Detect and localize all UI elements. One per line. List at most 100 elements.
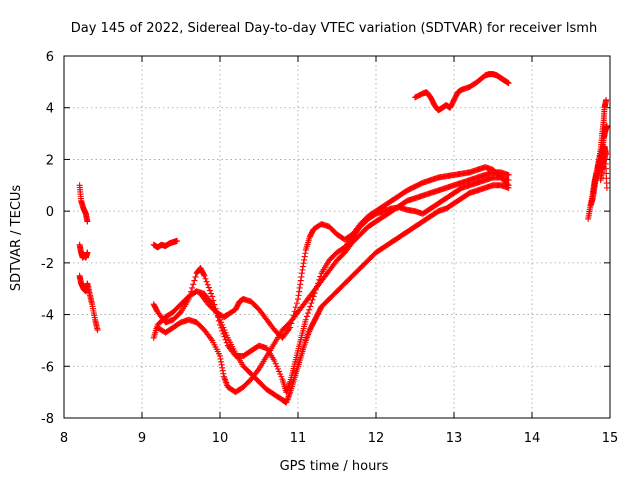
- x-tick-label: 13: [446, 431, 463, 446]
- series-arc-c: [76, 272, 101, 334]
- x-tick-label: 10: [212, 431, 229, 446]
- plot-frame: [63, 55, 611, 419]
- data-point: [210, 297, 217, 304]
- x-tick-labels: 8 9 10 11 12 13 14 15: [60, 431, 618, 446]
- data-point: [209, 293, 216, 300]
- data-point: [603, 96, 610, 103]
- data-point: [302, 316, 309, 323]
- data-point: [302, 250, 309, 257]
- data-point: [287, 324, 294, 331]
- y-tick-label: 2: [46, 153, 54, 168]
- data-point: [186, 292, 193, 299]
- x-tick-label: 9: [138, 431, 146, 446]
- data-point: [220, 370, 227, 377]
- data-point: [217, 355, 224, 362]
- data-point: [505, 80, 512, 87]
- data-point: [288, 320, 295, 327]
- data-point: [201, 272, 208, 279]
- data-point: [305, 310, 312, 317]
- data-point: [293, 300, 300, 307]
- data-point: [308, 300, 315, 307]
- data-point: [603, 184, 610, 191]
- x-tick-label: 12: [368, 431, 385, 446]
- series-arc-b: [76, 241, 91, 261]
- data-point: [221, 333, 228, 340]
- data-point: [217, 352, 223, 359]
- data-series: [76, 71, 610, 406]
- data-point: [277, 371, 284, 378]
- data-point: [301, 253, 308, 260]
- data-point: [204, 281, 211, 288]
- data-point: [276, 368, 283, 375]
- data-point: [220, 330, 227, 337]
- data-point: [185, 296, 192, 303]
- data-point: [211, 301, 218, 308]
- data-point: [94, 327, 101, 334]
- x-axis-label: GPS time / hours: [280, 459, 389, 474]
- data-point: [217, 321, 223, 328]
- data-point: [292, 304, 299, 311]
- data-point: [309, 296, 316, 303]
- data-point: [218, 358, 225, 365]
- data-point: [200, 271, 207, 278]
- data-point: [219, 327, 226, 334]
- series-arc-e: [150, 182, 512, 406]
- data-point: [290, 312, 297, 319]
- data-point: [271, 358, 278, 365]
- data-point: [203, 278, 210, 285]
- data-point: [202, 275, 209, 282]
- x-tick-label: 11: [290, 431, 307, 446]
- series-arc-f: [150, 174, 512, 396]
- data-point: [301, 256, 308, 263]
- data-point: [205, 284, 212, 291]
- y-tick-label: -4: [41, 309, 54, 324]
- y-axis-label: SDTVAR / TECUs: [9, 185, 24, 292]
- y-tick-label: -8: [41, 412, 54, 427]
- x-tick-label: 14: [524, 431, 541, 446]
- data-point: [191, 277, 198, 284]
- data-point: [291, 308, 298, 315]
- y-tick-label: -2: [41, 257, 54, 272]
- data-point: [84, 218, 91, 225]
- series-arc-d: [150, 237, 181, 251]
- data-point: [296, 284, 303, 291]
- data-point: [190, 281, 197, 288]
- data-point: [206, 287, 213, 294]
- data-point: [297, 277, 304, 284]
- data-point: [295, 296, 301, 303]
- y-tick-labels: -8 -6 -4 -2 0 2 4 6: [41, 50, 54, 427]
- data-point: [223, 339, 230, 346]
- data-point: [299, 266, 306, 273]
- data-point: [278, 373, 285, 380]
- data-point: [298, 270, 305, 277]
- data-point: [300, 263, 307, 270]
- series-arc-m: [597, 151, 610, 191]
- data-point: [274, 365, 281, 372]
- data-point: [289, 316, 296, 323]
- x-tick-label: 15: [602, 431, 619, 446]
- data-point: [188, 288, 195, 295]
- data-point: [307, 303, 314, 310]
- data-point: [303, 313, 310, 320]
- data-point: [272, 360, 279, 367]
- data-point: [273, 363, 280, 370]
- data-point: [504, 181, 511, 188]
- series-arc-h: [197, 164, 512, 341]
- data-point: [295, 292, 302, 299]
- data-point: [222, 336, 229, 343]
- data-point: [603, 122, 610, 129]
- data-point: [208, 290, 215, 297]
- data-point: [192, 273, 199, 280]
- data-point: [297, 281, 304, 288]
- data-point: [300, 260, 307, 267]
- series-arc-a: [76, 182, 91, 225]
- data-point: [218, 324, 225, 331]
- data-point: [218, 361, 225, 368]
- data-point: [219, 364, 226, 371]
- y-tick-label: 4: [46, 102, 54, 117]
- data-point: [306, 306, 313, 313]
- data-point: [505, 171, 512, 178]
- data-point: [505, 182, 512, 189]
- y-tick-label: 6: [46, 50, 54, 65]
